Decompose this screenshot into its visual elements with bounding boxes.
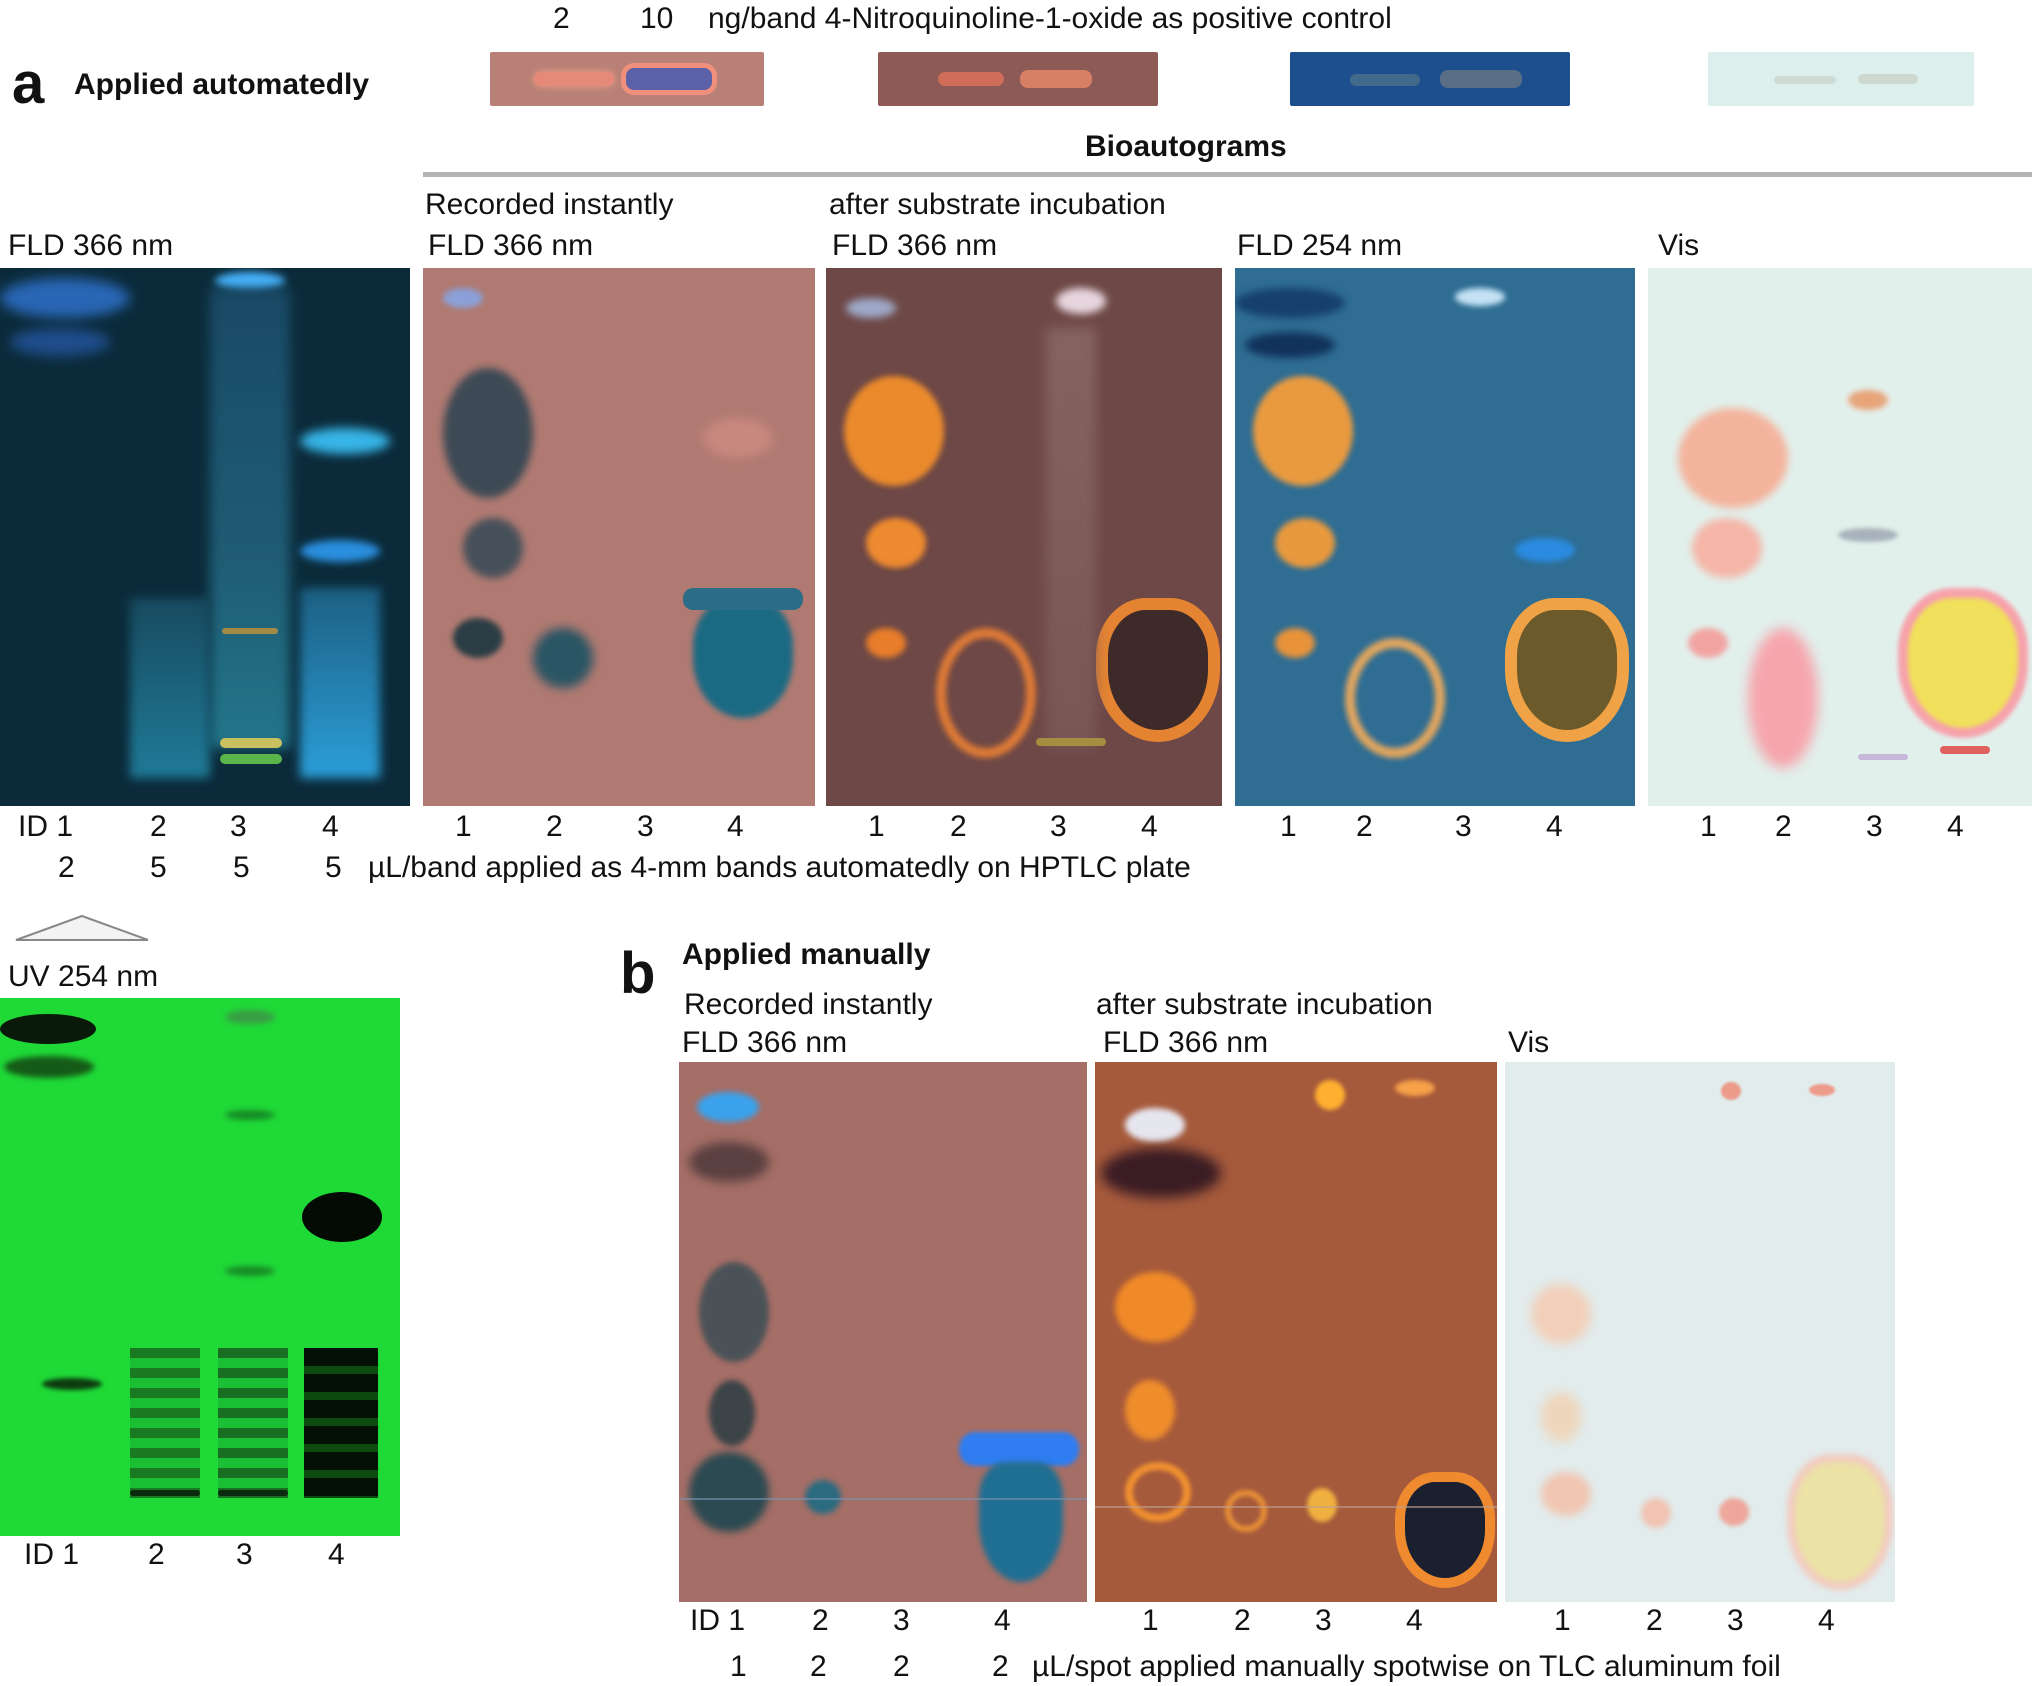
lane-label: 1 bbox=[1700, 810, 1717, 843]
volume-value: 2 bbox=[893, 1650, 910, 1683]
lane-id-3: 3 bbox=[893, 1604, 910, 1637]
plate-label-incubation-2: FLD 366 nm bbox=[1103, 1026, 1269, 1059]
volume-value: 2 bbox=[58, 851, 75, 884]
lane-label: 1 bbox=[1554, 1604, 1571, 1637]
volume-value: 5 bbox=[150, 851, 167, 884]
plate-label-fld254: FLD 254 nm bbox=[1237, 229, 1403, 262]
lane-label: 4 bbox=[1406, 1604, 1423, 1637]
volume-value: 1 bbox=[730, 1650, 747, 1683]
lane-label: 4 bbox=[1141, 810, 1158, 843]
control-strip-incubation bbox=[878, 52, 1158, 106]
plate-uv254 bbox=[0, 998, 400, 1536]
lane-label: 3 bbox=[1315, 1604, 1332, 1637]
plate-label-incubation-2: FLD 366 nm bbox=[832, 229, 998, 262]
panel-b-title: Applied manually bbox=[682, 938, 931, 971]
lane-id-4: 4 bbox=[322, 810, 339, 843]
control-amount-10: 10 bbox=[640, 2, 674, 35]
lane-label: 3 bbox=[1455, 810, 1472, 843]
plate-label-fld366: FLD 366 nm bbox=[8, 229, 174, 262]
plate-recorded-instantly bbox=[423, 268, 815, 806]
lane-label: 3 bbox=[1727, 1604, 1744, 1637]
lane-label: 1 bbox=[455, 810, 472, 843]
lane-label: 1 bbox=[868, 810, 885, 843]
lane-label: 3 bbox=[637, 810, 654, 843]
lane-id-3: 3 bbox=[236, 1538, 253, 1571]
plate-label-incubation-1: after substrate incubation bbox=[1096, 988, 1433, 1021]
triangle-icon bbox=[15, 914, 149, 941]
panel-b-letter: b bbox=[620, 941, 656, 1006]
lane-label: 4 bbox=[1818, 1604, 1835, 1637]
volume-caption: µL/spot applied manually spotwise on TLC… bbox=[1032, 1650, 1781, 1683]
lane-label: 2 bbox=[1234, 1604, 1251, 1637]
lane-id-3: 3 bbox=[230, 810, 247, 843]
lane-id-1: ID 1 bbox=[690, 1604, 746, 1637]
volume-value: 2 bbox=[810, 1650, 827, 1683]
lane-label: 2 bbox=[950, 810, 967, 843]
volume-value: 5 bbox=[325, 851, 342, 884]
lane-label: 3 bbox=[1050, 810, 1067, 843]
plate-label-recorded-1: Recorded instantly bbox=[684, 988, 933, 1021]
lane-label: 2 bbox=[1775, 810, 1792, 843]
bioautograms-rule bbox=[423, 172, 2032, 177]
plate-vis bbox=[1648, 268, 2032, 806]
plate-fld254 bbox=[1235, 268, 1635, 806]
volume-value: 5 bbox=[233, 851, 250, 884]
plate-b-incubation bbox=[1095, 1062, 1497, 1602]
panel-a-letter: a bbox=[12, 51, 45, 116]
lane-label: 2 bbox=[1646, 1604, 1663, 1637]
control-strip-fld254 bbox=[1290, 52, 1570, 106]
lane-label: 4 bbox=[1947, 810, 1964, 843]
lane-label: 4 bbox=[727, 810, 744, 843]
plate-label-vis: Vis bbox=[1658, 229, 1700, 262]
lane-id-2: 2 bbox=[148, 1538, 165, 1571]
lane-id-4: 4 bbox=[994, 1604, 1011, 1637]
lane-label: 1 bbox=[1280, 810, 1297, 843]
bioautograms-header: Bioautograms bbox=[1085, 130, 1287, 163]
plate-label-uv254: UV 254 nm bbox=[8, 960, 159, 993]
control-strip-vis bbox=[1708, 52, 1974, 106]
plate-label-recorded-2: FLD 366 nm bbox=[428, 229, 594, 262]
lane-id-1: ID 1 bbox=[24, 1538, 80, 1571]
lane-id-4: 4 bbox=[328, 1538, 345, 1571]
control-caption: ng/band 4-Nitroquinoline-1-oxide as posi… bbox=[708, 2, 1392, 35]
volume-value: 2 bbox=[992, 1650, 1009, 1683]
lane-id-2: 2 bbox=[812, 1604, 829, 1637]
plate-b-vis bbox=[1505, 1062, 1895, 1602]
control-strip-recorded bbox=[490, 52, 764, 106]
control-amount-2: 2 bbox=[553, 2, 570, 35]
plate-label-vis: Vis bbox=[1508, 1026, 1550, 1059]
plate-fld366 bbox=[0, 268, 410, 806]
plate-incubation bbox=[826, 268, 1222, 806]
lane-label: 1 bbox=[1142, 1604, 1159, 1637]
plate-label-recorded-1: Recorded instantly bbox=[425, 188, 674, 221]
lane-label: 3 bbox=[1866, 810, 1883, 843]
volume-caption: µL/band applied as 4-mm bands automatedl… bbox=[368, 851, 1191, 884]
lane-id-2: 2 bbox=[150, 810, 167, 843]
plate-label-recorded-2: FLD 366 nm bbox=[682, 1026, 848, 1059]
lane-id-1: ID 1 bbox=[18, 810, 74, 843]
lane-label: 4 bbox=[1546, 810, 1563, 843]
lane-label: 2 bbox=[546, 810, 563, 843]
plate-label-incubation-1: after substrate incubation bbox=[829, 188, 1166, 221]
lane-label: 2 bbox=[1356, 810, 1373, 843]
plate-b-recorded bbox=[679, 1062, 1087, 1602]
panel-a-title: Applied automatedly bbox=[74, 68, 370, 101]
